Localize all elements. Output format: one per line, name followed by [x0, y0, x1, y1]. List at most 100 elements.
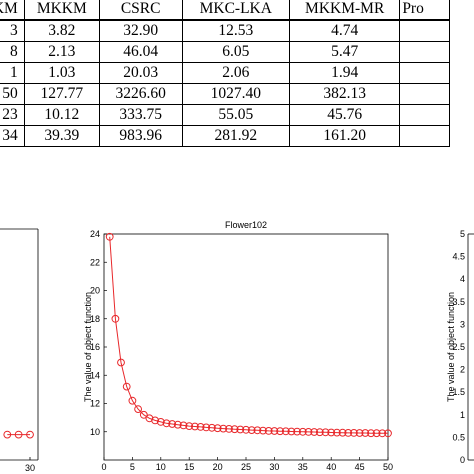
table-row: 23 10.12 333.75 55.05 45.76	[0, 104, 450, 126]
table-cell: 281.92	[181, 125, 291, 147]
table-cell: 983.96	[98, 125, 183, 147]
data-point	[350, 429, 358, 437]
table-cell: 382.13	[289, 83, 401, 105]
data-point	[247, 426, 256, 435]
data-point	[168, 420, 177, 428]
data-point	[128, 396, 137, 405]
data-point	[173, 420, 182, 429]
data-point	[225, 425, 233, 433]
data-point	[270, 427, 279, 435]
data-point	[134, 405, 143, 414]
data-point	[105, 232, 114, 241]
y-tick-label: 2.5	[452, 342, 465, 352]
data-point	[293, 427, 302, 436]
x-tick-label: 40	[326, 462, 336, 472]
y-tick-label: 2	[460, 365, 465, 375]
data-point	[281, 427, 290, 436]
column-header: MKKM-MR	[289, 0, 401, 21]
y-tick-label: 0	[460, 455, 465, 465]
table-cell: 32.90	[98, 19, 183, 42]
data-point	[213, 424, 222, 433]
y-tick-label: 0.5	[452, 432, 465, 442]
y-tick-label: 22	[90, 257, 100, 267]
data-point	[162, 419, 171, 428]
column-header: MKC-LKA	[181, 0, 291, 21]
data-point	[327, 428, 336, 437]
table-cell: 2.13	[23, 41, 100, 63]
y-tick-label: 1.5	[452, 387, 465, 397]
y-axis-label: The value of object function	[83, 292, 93, 402]
y-tick-label: 3.5	[452, 297, 465, 307]
objective-series	[105, 232, 392, 438]
data-point	[139, 410, 148, 419]
data-point	[185, 422, 194, 431]
chart-title: Flower102	[225, 220, 267, 230]
data-point	[156, 418, 165, 426]
y-tick-label: 4.5	[452, 252, 465, 262]
table-cell: 39.39	[23, 125, 100, 147]
column-header: CSRC	[98, 0, 183, 21]
data-point	[26, 430, 34, 439]
data-point	[259, 426, 267, 435]
data-point	[242, 425, 250, 434]
table-cell: 161.20	[289, 125, 401, 147]
data-point	[230, 425, 239, 434]
x-tick-label: 50	[383, 462, 393, 472]
x-tick-label: 10	[156, 462, 166, 472]
flower102-convergence-plot: Flower102 The value of object function 0…	[83, 220, 393, 472]
data-point	[191, 422, 199, 431]
left-series	[3, 430, 34, 439]
table-cell: 1.03	[23, 62, 100, 84]
x-tick-label: 45	[355, 462, 365, 472]
data-point	[122, 382, 131, 391]
y-tick-label: 18	[90, 314, 100, 324]
data-point	[236, 425, 245, 434]
x-tick-label: 0	[101, 462, 106, 472]
data-point	[298, 427, 307, 436]
data-point	[14, 430, 23, 439]
data-point	[208, 423, 216, 432]
data-point	[361, 429, 370, 437]
data-point	[372, 429, 381, 438]
x-tick-label: 30	[25, 463, 35, 473]
y-axis-ticks: 0 0.5 1 1.5 2 2.5 3 3.5 4 4.5 5	[452, 229, 465, 465]
data-point	[3, 430, 12, 439]
y-tick-label: 20	[90, 286, 100, 296]
x-tick-label: 35	[298, 462, 308, 472]
data-point	[338, 428, 347, 437]
y-axis-ticks: 10 12 14 16 18 20 22 24	[90, 229, 107, 437]
table-cell: 333.75	[98, 104, 183, 126]
y-tick-label: 3	[460, 319, 465, 329]
y-tick-label: 1	[460, 410, 465, 420]
data-point	[179, 421, 188, 430]
data-point	[151, 416, 160, 425]
table-cell: 1027.40	[181, 83, 291, 105]
data-point	[304, 428, 313, 436]
data-point	[310, 428, 319, 436]
y-tick-label: 10	[90, 427, 100, 437]
y-tick-label: 12	[90, 399, 100, 409]
table-cell: 127.77	[23, 83, 100, 105]
x-tick-label: 15	[184, 462, 194, 472]
y-axis-label: The value of object function	[446, 292, 456, 402]
data-point	[344, 429, 353, 437]
y-tick-label: 14	[90, 370, 100, 380]
data-point	[219, 424, 228, 433]
y-tick-label: 16	[90, 342, 100, 352]
x-tick-label: 5	[130, 462, 135, 472]
table-row: 8 2.13 46.04 6.05 5.47	[0, 41, 450, 63]
left-convergence-plot: 30	[0, 228, 39, 473]
data-point	[111, 314, 120, 323]
data-point	[287, 427, 296, 436]
data-point	[355, 429, 364, 437]
data-point	[276, 427, 285, 436]
y-tick-label: 4	[460, 274, 465, 284]
data-point	[202, 423, 211, 432]
column-header: KM	[0, 0, 25, 21]
data-point	[321, 428, 330, 437]
y-tick-label: 24	[90, 229, 100, 239]
column-header: MKKM	[23, 0, 100, 21]
right-convergence-plot: The value of object function 0 0.5 1 1.5…	[446, 229, 474, 465]
series-line	[109, 236, 388, 434]
